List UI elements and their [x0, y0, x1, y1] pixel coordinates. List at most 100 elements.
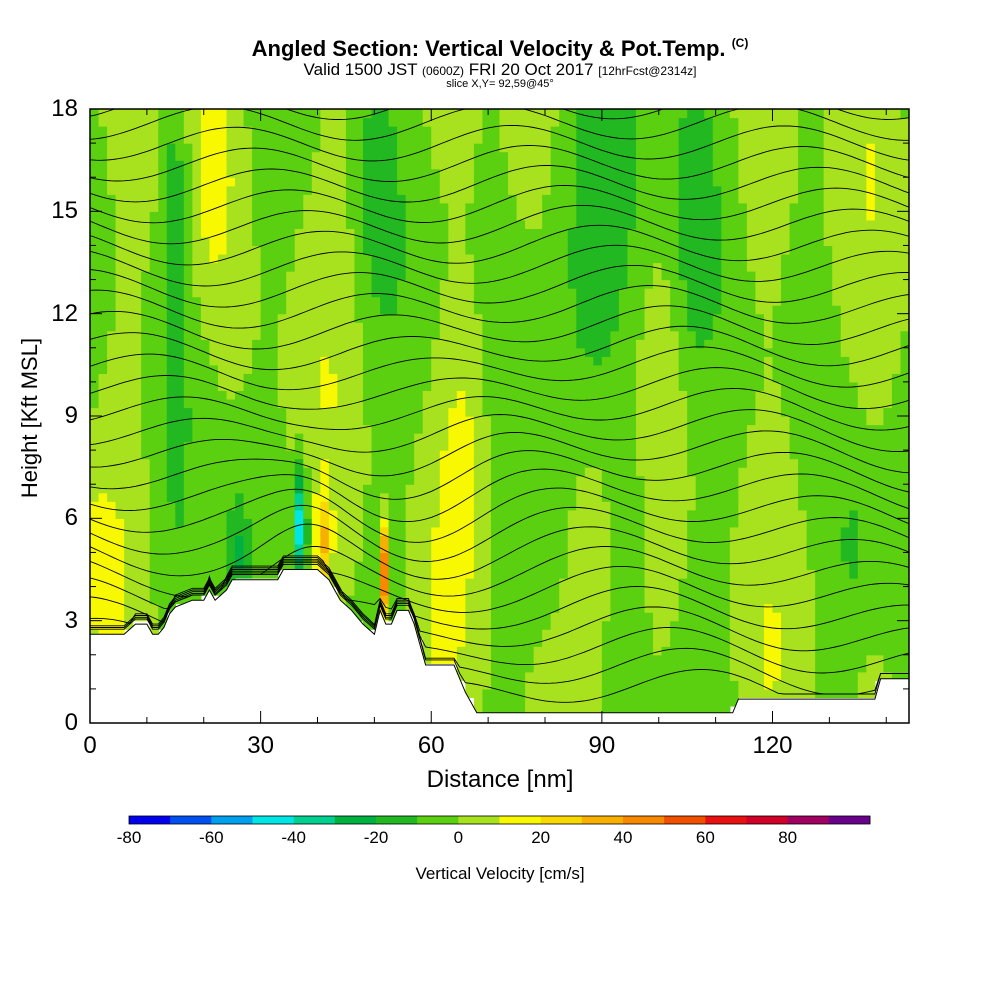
velocity-cell: [465, 253, 475, 264]
velocity-cell: [380, 202, 390, 212]
velocity-cell: [584, 219, 594, 229]
velocity-cell: [618, 646, 629, 656]
velocity-cell: [653, 501, 663, 511]
velocity-cell: [593, 612, 603, 622]
velocity-cell: [593, 492, 603, 502]
velocity-cell: [328, 543, 339, 554]
velocity-cell: [183, 569, 193, 579]
velocity-cell: [107, 262, 117, 272]
velocity-cell: [252, 501, 262, 511]
velocity-cell: [439, 356, 449, 366]
velocity-cell: [175, 381, 185, 392]
velocity-cell: [601, 603, 612, 613]
velocity-cell: [567, 194, 577, 204]
velocity-cell: [584, 407, 594, 417]
velocity-cell: [371, 134, 381, 144]
velocity-cell: [141, 143, 151, 153]
velocity-cell: [200, 177, 211, 187]
velocity-cell: [670, 697, 680, 707]
velocity-cell: [729, 134, 739, 144]
velocity-cell: [678, 697, 688, 707]
velocity-cell: [337, 492, 347, 502]
velocity-cell: [200, 509, 211, 519]
velocity-cell: [252, 347, 262, 357]
velocity-cell: [311, 262, 321, 272]
velocity-cell: [124, 612, 134, 622]
velocity-cell: [508, 603, 518, 613]
velocity-cell: [175, 339, 185, 349]
velocity-cell: [311, 296, 321, 306]
velocity-cell: [627, 586, 637, 596]
velocity-cell: [601, 228, 612, 238]
velocity-cell: [149, 441, 159, 451]
velocity-cell: [90, 143, 100, 153]
velocity-cell: [465, 569, 475, 579]
velocity-cell: [397, 202, 407, 212]
velocity-cell: [721, 347, 731, 357]
velocity-cell: [687, 228, 697, 238]
velocity-cell: [397, 134, 407, 144]
velocity-cell: [533, 398, 543, 409]
velocity-cell: [141, 595, 151, 605]
velocity-cell: [354, 296, 364, 306]
velocity-cell: [439, 526, 449, 536]
velocity-cell: [397, 526, 407, 536]
velocity-cell: [473, 202, 484, 212]
velocity-cell: [746, 603, 757, 613]
velocity-cell: [542, 168, 552, 178]
velocity-cell: [653, 381, 663, 392]
velocity-cell: [286, 535, 296, 545]
velocity-cell: [678, 416, 688, 426]
velocity-cell: [559, 330, 569, 340]
velocity-cell: [695, 492, 705, 502]
velocity-cell: [550, 279, 560, 289]
velocity-cell: [422, 390, 432, 400]
velocity-cell: [746, 492, 757, 502]
velocity-cell: [405, 526, 415, 536]
velocity-cell: [294, 126, 304, 136]
velocity-cell: [397, 288, 407, 298]
velocity-cell: [653, 398, 663, 409]
velocity-cell: [141, 228, 151, 238]
velocity-cell: [593, 236, 603, 247]
velocity-cell: [678, 509, 688, 519]
velocity-cell: [269, 347, 279, 357]
velocity-cell: [132, 603, 142, 613]
velocity-cell: [431, 501, 441, 511]
velocity-cell: [363, 458, 373, 468]
velocity-cell: [482, 603, 492, 613]
velocity-cell: [124, 492, 134, 502]
velocity-cell: [269, 185, 279, 195]
velocity-cell: [354, 245, 364, 255]
velocity-cell: [610, 424, 620, 434]
velocity-cell: [311, 560, 321, 571]
velocity-cell: [712, 109, 722, 119]
velocity-cell: [618, 160, 629, 170]
velocity-cell: [627, 509, 637, 519]
velocity-cell: [729, 450, 739, 460]
velocity-cell: [371, 219, 381, 229]
velocity-cell: [286, 450, 296, 460]
velocity-cell: [320, 168, 330, 178]
velocity-cell: [618, 433, 629, 443]
velocity-cell: [90, 552, 100, 562]
velocity-cell: [678, 381, 688, 392]
velocity-cell: [542, 322, 552, 332]
velocity-cell: [610, 569, 620, 579]
velocity-cell: [712, 245, 722, 255]
velocity-cell: [371, 467, 381, 477]
velocity-cell: [490, 458, 501, 468]
velocity-cell: [499, 543, 509, 554]
velocity-cell: [627, 552, 637, 562]
velocity-cell: [695, 705, 705, 716]
velocity-cell: [636, 620, 646, 630]
velocity-cell: [405, 569, 415, 579]
velocity-cell: [525, 236, 535, 247]
velocity-cell: [235, 322, 245, 332]
velocity-cell: [678, 313, 688, 323]
velocity-cell: [712, 492, 722, 502]
velocity-cell: [490, 475, 501, 485]
velocity-cell: [183, 219, 193, 229]
velocity-cell: [345, 356, 356, 366]
velocity-cell: [439, 330, 449, 340]
